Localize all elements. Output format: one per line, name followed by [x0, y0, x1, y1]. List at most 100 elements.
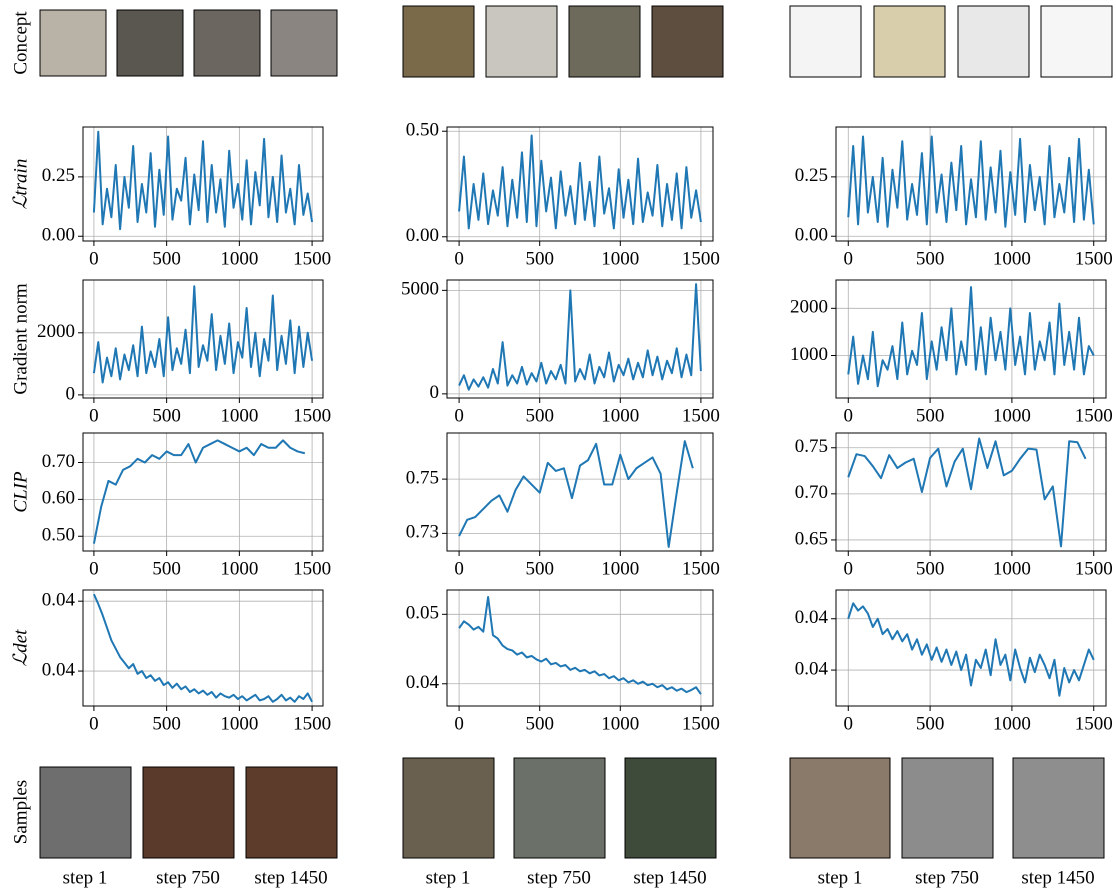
axes-frame	[446, 279, 714, 399]
x-tick-label: 0	[844, 713, 854, 734]
chart: 0 500 1000 1500 0 5000	[401, 279, 720, 427]
x-tick-label: 1000	[220, 558, 258, 579]
y-tick-label: 0.00	[42, 225, 75, 246]
sample-image	[789, 757, 891, 859]
plot-area	[92, 130, 314, 231]
x-tick-label: 500	[916, 558, 945, 579]
plot-area	[92, 439, 306, 544]
chart: 0 500 1000 1500 0.04 0.04 ℒdet	[10, 589, 331, 734]
data-line	[92, 130, 314, 231]
chart: 0 500 1000 1500 0.73 0.75	[406, 432, 720, 579]
y-tick-label: 2000	[37, 321, 75, 342]
x-tick-label: 1000	[601, 405, 639, 426]
y-tick-label: 0.25	[42, 165, 75, 186]
x-tick-label: 0	[844, 248, 854, 269]
axes-frame	[446, 126, 714, 242]
x-tick-label: 500	[525, 248, 554, 269]
sample-caption: step 750	[156, 867, 220, 888]
concept-image	[116, 9, 184, 77]
plot-area	[847, 602, 1095, 697]
sample-image	[402, 757, 495, 859]
chart: 0 500 1000 1500 0 2000 Gradient norm	[10, 279, 331, 426]
x-tick-label: 1500	[682, 558, 720, 579]
y-tick-label: 0	[66, 383, 76, 404]
row-label: Concept	[10, 11, 31, 75]
sample-images	[39, 757, 1105, 859]
chart: 0 500 1000 1500 0.65 0.70 0.75	[795, 432, 1113, 579]
y-tick-label: 0.70	[42, 451, 75, 472]
plot-area	[847, 437, 1087, 548]
sample-caption: step 1450	[1021, 867, 1094, 888]
x-tick-label: 1000	[601, 713, 639, 734]
x-tick-label: 1000	[220, 248, 258, 269]
y-tick-label: 0.04	[406, 672, 440, 693]
sample-image	[901, 757, 994, 859]
concept-image	[568, 5, 641, 78]
concept-image	[270, 9, 338, 77]
data-line	[92, 285, 314, 384]
y-tick-label: 0.05	[406, 603, 439, 624]
x-tick-label: 500	[916, 248, 945, 269]
x-tick-label: 0	[454, 405, 464, 426]
sample-image	[1012, 757, 1105, 859]
concept-image	[39, 9, 107, 77]
y-tick-label: 0.04	[795, 658, 829, 679]
sample-image	[39, 766, 132, 859]
axes-frame	[82, 432, 324, 552]
y-axis-label: ℒdet	[10, 629, 31, 667]
x-tick-label: 1500	[682, 248, 720, 269]
x-tick-label: 500	[525, 713, 554, 734]
y-tick-label: 0.75	[406, 467, 439, 488]
y-tick-label: 0.04	[42, 590, 76, 611]
concept-image	[651, 5, 724, 78]
y-tick-label: 0.65	[795, 528, 828, 549]
x-tick-label: 500	[152, 558, 181, 579]
x-tick-label: 1000	[993, 558, 1031, 579]
concept-image	[402, 5, 475, 78]
x-tick-label: 500	[152, 405, 181, 426]
x-tick-label: 500	[152, 248, 181, 269]
x-tick-label: 0	[89, 558, 99, 579]
axes-frame	[82, 279, 324, 399]
axes-frame	[446, 589, 714, 707]
sample-caption: step 750	[527, 867, 591, 888]
sample-image	[245, 766, 338, 859]
concept-image	[873, 5, 946, 78]
sample-caption: step 750	[915, 867, 979, 888]
x-tick-label: 1000	[601, 558, 639, 579]
y-tick-label: 1000	[790, 344, 828, 365]
x-tick-label: 1500	[682, 405, 720, 426]
y-tick-label: 0.73	[406, 522, 439, 543]
plot-area	[847, 286, 1095, 388]
concept-image	[193, 9, 261, 77]
plot-area	[847, 135, 1095, 228]
row-label: Samples	[10, 780, 31, 844]
x-tick-label: 1500	[293, 248, 331, 269]
x-tick-label: 1500	[1075, 248, 1113, 269]
plot-area	[458, 283, 702, 391]
y-tick-label: 0.04	[42, 659, 76, 680]
concept-image	[485, 5, 558, 78]
x-tick-label: 1000	[993, 713, 1031, 734]
chart: 0 500 1000 1500 1000 2000	[790, 279, 1113, 426]
y-tick-label: 0	[430, 382, 440, 403]
axes-frame	[835, 126, 1107, 242]
x-tick-label: 1500	[1075, 713, 1113, 734]
y-tick-label: 0.50	[406, 120, 439, 141]
plot-area	[458, 595, 702, 695]
y-tick-label: 0.00	[406, 225, 439, 246]
chart: 0 500 1000 1500 0.00 0.25	[795, 126, 1113, 269]
y-axis-label: CLIP	[10, 471, 31, 513]
x-tick-label: 500	[152, 713, 181, 734]
y-axis-label: ℒtrain	[10, 159, 31, 210]
y-tick-label: 0.50	[42, 525, 75, 546]
axes-frame	[82, 126, 324, 242]
data-line	[92, 439, 306, 544]
x-tick-label: 1500	[1075, 405, 1113, 426]
data-line	[458, 134, 702, 230]
y-tick-label: 0.25	[795, 165, 828, 186]
sample-caption: step 1450	[633, 867, 706, 888]
concept-images	[39, 5, 1113, 78]
x-tick-label: 0	[89, 248, 99, 269]
